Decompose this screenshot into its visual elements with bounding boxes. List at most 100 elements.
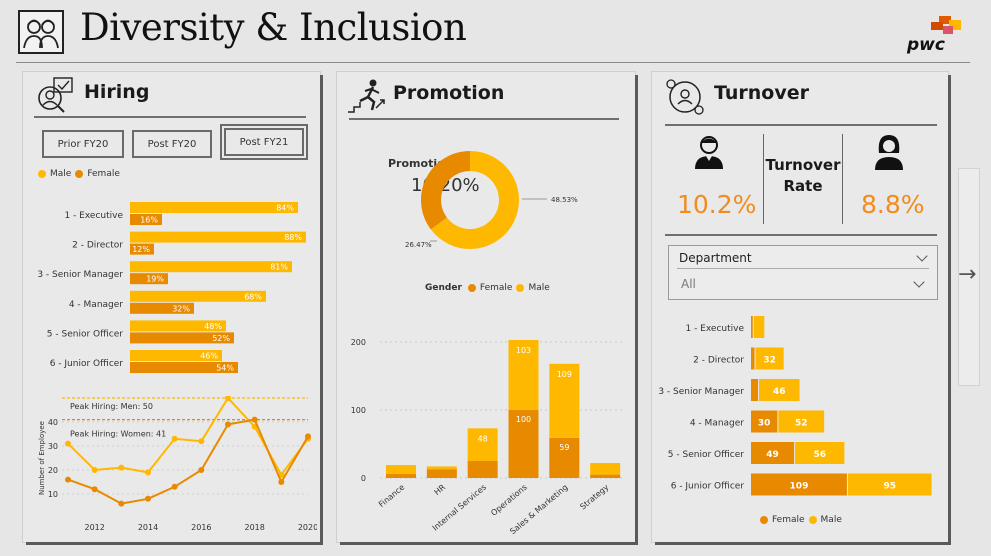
female-bar	[130, 332, 234, 344]
male-bar	[130, 231, 306, 243]
female-swatch	[75, 170, 84, 178]
legend-male-label: Male	[50, 169, 72, 179]
y-tick-label: 20	[48, 466, 58, 475]
male-bar	[426, 466, 457, 470]
female-bar	[508, 410, 539, 478]
category-label: 6 - Junior Officer	[671, 482, 745, 492]
hiring-title-underline	[34, 116, 306, 118]
data-point	[171, 435, 178, 442]
female-bar-label: 54%	[216, 364, 234, 373]
male-swatch	[516, 284, 525, 292]
legend-female-label: Female	[87, 169, 120, 179]
female-person-icon	[872, 133, 906, 175]
male-swatch	[38, 170, 46, 178]
turnover-legend: Female Male	[760, 515, 842, 525]
female-bar	[386, 473, 416, 478]
data-point	[118, 464, 125, 471]
male-bar	[130, 320, 226, 332]
male-bar-label: 81%	[270, 263, 288, 272]
female-bar	[130, 243, 154, 255]
prior-fy20-button[interactable]: Prior FY20	[42, 130, 124, 158]
female-swatch	[467, 284, 476, 292]
male-bar-label: 46	[773, 387, 786, 397]
male-swatch	[808, 516, 817, 524]
data-point	[225, 396, 231, 401]
male-person-icon	[692, 134, 726, 174]
header-divider	[16, 62, 970, 63]
female-bar-label: 100	[516, 415, 531, 424]
chevron-down-icon[interactable]	[913, 276, 925, 288]
post-fy21-button[interactable]: Post FY21	[220, 124, 308, 160]
male-bar	[590, 463, 621, 475]
x-tick-label: 2020	[298, 523, 317, 532]
data-point	[198, 438, 205, 445]
x-tick-label: HR	[432, 482, 447, 497]
slice-label: 48.53%	[551, 196, 578, 204]
male-bar	[386, 465, 416, 474]
department-slicer[interactable]: Department All	[668, 245, 938, 300]
male-bar	[130, 350, 222, 361]
category-label: 1 - Executive	[685, 324, 744, 334]
data-point	[65, 476, 71, 483]
male-bar	[753, 316, 765, 338]
arrow-right-icon[interactable]: →	[958, 262, 977, 287]
female-bar	[130, 302, 194, 314]
female-bar-label: 12%	[132, 245, 150, 254]
x-tick-label: 2016	[191, 523, 211, 532]
data-point	[225, 421, 231, 428]
turnover-stacked-chart: 1 - Executive 2 - Director 32 3 - Senior Ma…	[658, 316, 932, 496]
category-label: 6 - Junior Officer	[50, 359, 124, 369]
data-point	[171, 483, 178, 490]
y-tick-label: 100	[351, 406, 366, 415]
female-bar	[751, 379, 759, 401]
donut-slice	[421, 151, 471, 230]
post-fy20-button[interactable]: Post FY20	[132, 130, 212, 158]
page-title: Diversity & Inclusion	[80, 6, 467, 49]
female-bar	[130, 362, 238, 373]
x-tick-label: 2014	[138, 523, 158, 532]
male-bar-label: 48	[478, 434, 488, 443]
female-bar-label: 49	[766, 450, 779, 460]
data-point	[305, 433, 311, 440]
hiring-line-chart: Number of Employee 10 20 30 40 2012 2014 2016 20…	[38, 396, 317, 532]
department-dropdown[interactable]: All	[681, 277, 696, 291]
y-tick-label: 10	[48, 490, 58, 499]
category-label: 4 - Manager	[690, 419, 744, 429]
male-bar-label: 68%	[244, 292, 262, 301]
data-point	[91, 486, 98, 493]
data-point	[198, 467, 205, 473]
male-bar	[508, 339, 539, 410]
female-turnover-rate: 8.8%	[861, 190, 925, 219]
female-bar	[751, 442, 795, 464]
female-line	[67, 418, 309, 505]
category-label: 2 - Director	[72, 241, 123, 251]
turnover-title: Turnover	[714, 82, 809, 104]
data-point	[145, 495, 151, 502]
male-bar-label: 52	[795, 419, 808, 429]
male-bar-label: 84%	[276, 204, 294, 213]
brand-text: pwc	[906, 35, 945, 55]
male-bar-label: 32	[763, 356, 776, 366]
gender-legend-title: Gender	[425, 283, 462, 293]
data-point	[91, 467, 98, 473]
male-turnover-rate: 10.2%	[677, 190, 757, 219]
female-bar-label: 109	[790, 482, 809, 492]
x-tick-label: Finance	[377, 483, 406, 510]
chevron-down-icon[interactable]	[916, 250, 928, 262]
slice-label: 26.47%	[405, 241, 432, 249]
promotion-donut-chart: 48.53% 26.47%	[405, 151, 578, 249]
hiring-icon	[36, 76, 76, 118]
female-bar-label: 52%	[212, 334, 230, 343]
category-label: 3 - Senior Manager	[37, 270, 123, 280]
turnover-title-underline	[665, 124, 937, 126]
female-swatch	[760, 516, 768, 524]
hiring-legend: Male Female	[38, 169, 120, 179]
page-scrollbar[interactable]	[958, 168, 980, 386]
legend-female-label: Female	[479, 283, 513, 293]
donut-slice	[430, 151, 519, 249]
female-bar	[549, 437, 580, 478]
y-tick-label: 40	[48, 418, 58, 427]
legend-male-label: Male	[820, 515, 842, 525]
